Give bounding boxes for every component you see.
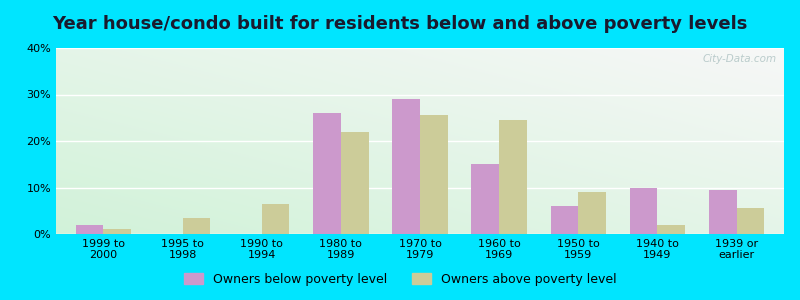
Bar [658, 225, 685, 234]
Bar [420, 116, 448, 234]
Bar [103, 229, 131, 234]
Bar [471, 164, 499, 234]
Bar [182, 218, 210, 234]
Bar [392, 99, 420, 234]
Bar [630, 188, 658, 234]
Bar [578, 192, 606, 234]
Text: City-Data.com: City-Data.com [702, 54, 777, 64]
Bar [499, 120, 527, 234]
Bar [709, 190, 737, 234]
Bar [737, 208, 764, 234]
Bar [76, 225, 103, 234]
Text: Year house/condo built for residents below and above poverty levels: Year house/condo built for residents bel… [52, 15, 748, 33]
Bar [550, 206, 578, 234]
Legend: Owners below poverty level, Owners above poverty level: Owners below poverty level, Owners above… [179, 268, 621, 291]
Bar [313, 113, 341, 234]
Bar [341, 132, 369, 234]
Bar [262, 204, 290, 234]
